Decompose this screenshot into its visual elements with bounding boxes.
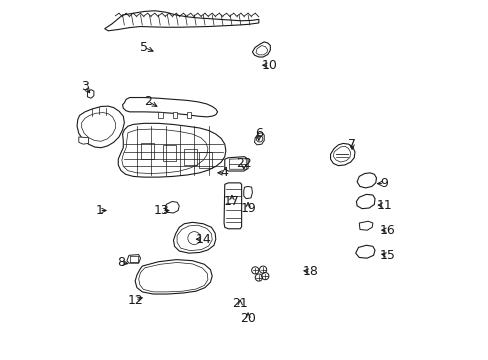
Text: 16: 16 <box>379 224 395 237</box>
Polygon shape <box>224 157 247 171</box>
Polygon shape <box>135 260 212 294</box>
Polygon shape <box>244 186 252 199</box>
Polygon shape <box>173 222 215 253</box>
Polygon shape <box>330 143 354 166</box>
Bar <box>198 152 211 168</box>
Polygon shape <box>87 90 94 98</box>
Text: 12: 12 <box>127 294 142 307</box>
Polygon shape <box>77 106 124 148</box>
Polygon shape <box>187 112 191 118</box>
Polygon shape <box>139 262 207 292</box>
Text: 9: 9 <box>380 177 387 190</box>
Polygon shape <box>333 146 350 162</box>
Text: 4: 4 <box>221 166 228 179</box>
Polygon shape <box>122 129 207 174</box>
Text: 8: 8 <box>117 256 124 269</box>
Bar <box>141 143 154 159</box>
Polygon shape <box>252 42 270 57</box>
Bar <box>184 149 197 165</box>
Polygon shape <box>229 158 246 169</box>
Polygon shape <box>177 225 212 251</box>
Text: 7: 7 <box>347 138 355 150</box>
Text: 13: 13 <box>154 204 169 217</box>
Bar <box>163 145 175 161</box>
Text: 18: 18 <box>302 265 318 278</box>
Text: 22: 22 <box>235 157 251 170</box>
Text: 10: 10 <box>261 59 277 72</box>
Polygon shape <box>172 112 177 118</box>
Polygon shape <box>255 45 267 55</box>
Polygon shape <box>118 123 225 177</box>
Polygon shape <box>224 183 241 229</box>
Polygon shape <box>126 255 140 263</box>
Polygon shape <box>164 202 179 213</box>
Text: 17: 17 <box>224 195 240 208</box>
Text: 15: 15 <box>379 249 395 262</box>
Polygon shape <box>104 11 258 31</box>
Text: 14: 14 <box>195 233 211 246</box>
Text: 5: 5 <box>140 41 148 54</box>
Polygon shape <box>158 112 163 118</box>
Polygon shape <box>254 133 264 145</box>
Polygon shape <box>122 98 217 117</box>
Polygon shape <box>355 245 374 258</box>
Polygon shape <box>79 137 88 144</box>
Polygon shape <box>356 194 374 209</box>
Polygon shape <box>356 173 376 188</box>
Text: 20: 20 <box>240 311 256 325</box>
Polygon shape <box>359 221 372 230</box>
Text: 1: 1 <box>95 204 103 217</box>
Text: 2: 2 <box>143 95 151 108</box>
Polygon shape <box>81 113 115 141</box>
Text: 19: 19 <box>240 202 255 215</box>
Text: 21: 21 <box>232 297 247 310</box>
Text: 6: 6 <box>254 127 262 140</box>
Text: 3: 3 <box>81 80 89 93</box>
Text: 11: 11 <box>376 199 391 212</box>
